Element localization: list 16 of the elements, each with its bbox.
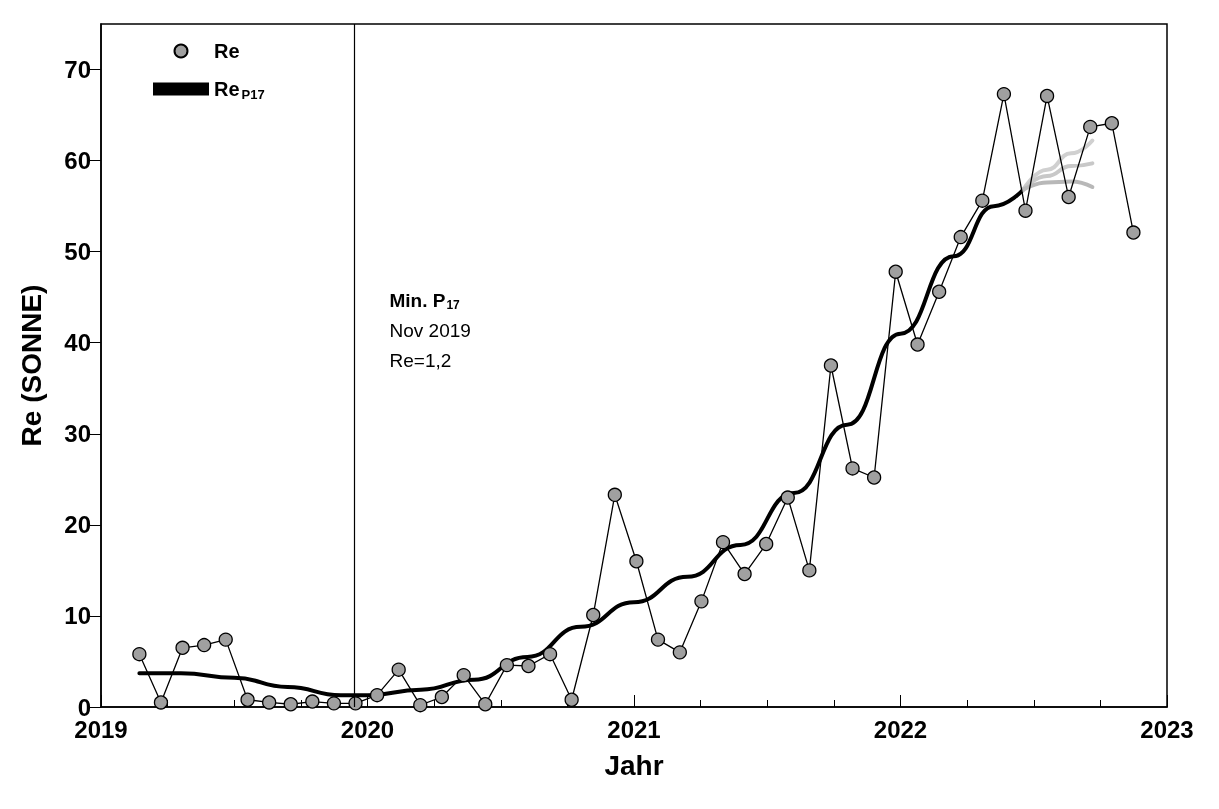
- y-axis-title: Re (SONNE): [15, 284, 47, 447]
- annotation: Nov 2019: [389, 320, 471, 341]
- y-tick-label: 30: [64, 420, 91, 448]
- annotation: Re=1,2: [389, 350, 452, 371]
- x-tick-label: 2020: [340, 715, 395, 743]
- x-tick-label: 2021: [607, 715, 661, 743]
- x-axis-title: Jahr: [604, 749, 664, 781]
- y-tick-label: 40: [64, 329, 91, 357]
- x-tick-label: 2022: [873, 715, 928, 743]
- y-tick-label: 10: [64, 602, 91, 630]
- y-tick-label: 60: [64, 147, 91, 175]
- y-tick-label: 20: [64, 511, 91, 539]
- y-tick-label: 70: [64, 56, 91, 84]
- legend-label: Re: [214, 40, 240, 62]
- x-tick-label: 2023: [1140, 715, 1194, 743]
- y-tick-label: 50: [64, 238, 91, 266]
